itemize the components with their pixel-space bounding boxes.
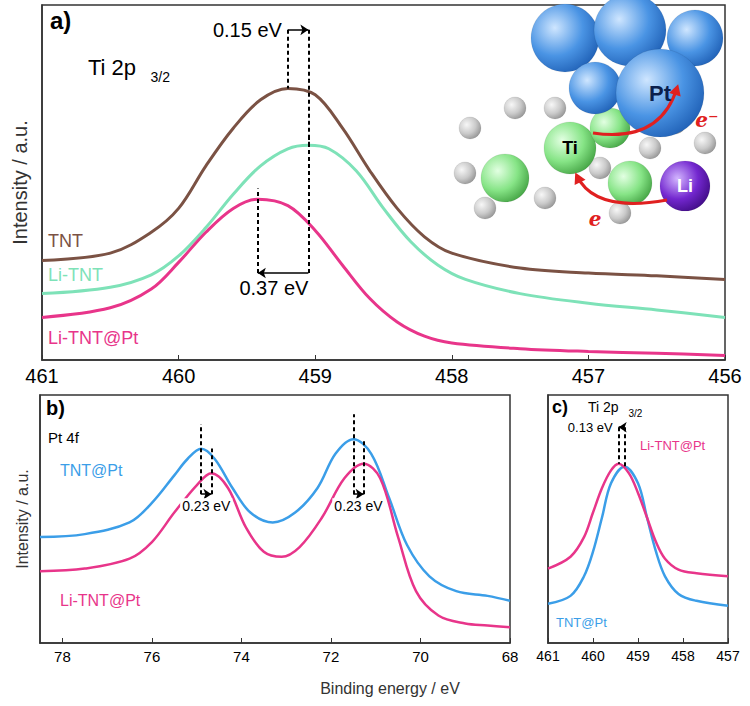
svg-text:Li-TNT@Pt: Li-TNT@Pt (60, 592, 141, 609)
svg-text:Intensity / a.u.: Intensity / a.u. (9, 120, 31, 245)
svg-text:0.37 eV: 0.37 eV (239, 277, 309, 299)
svg-text:3/2: 3/2 (629, 408, 643, 419)
svg-text:458: 458 (435, 365, 468, 387)
svg-text:456: 456 (708, 365, 741, 387)
svg-text:70: 70 (412, 648, 429, 665)
svg-text:68: 68 (502, 648, 519, 665)
svg-text:Intensity / a.u.: Intensity / a.u. (14, 469, 31, 569)
svg-text:459: 459 (299, 365, 332, 387)
svg-text:Ti 2p: Ti 2p (588, 399, 619, 415)
svg-text:74: 74 (233, 648, 250, 665)
svg-text:0.13 eV: 0.13 eV (568, 420, 613, 435)
svg-text:e: e (589, 207, 602, 231)
svg-text:a): a) (50, 7, 71, 34)
svg-text:3/2: 3/2 (151, 69, 171, 85)
svg-text:457: 457 (716, 648, 740, 664)
svg-text:TNT@Pt: TNT@Pt (556, 615, 607, 630)
svg-text:c): c) (552, 397, 568, 417)
svg-text:Li-TNT@Pt: Li-TNT@Pt (640, 438, 706, 453)
svg-text:459: 459 (626, 648, 650, 664)
svg-text:0.15 eV: 0.15 eV (213, 19, 283, 41)
svg-text:TNT: TNT (48, 231, 83, 251)
svg-text:461: 461 (25, 365, 58, 387)
svg-text:0.23 eV: 0.23 eV (182, 498, 231, 514)
svg-text:TNT@Pt: TNT@Pt (60, 462, 123, 479)
svg-text:460: 460 (162, 365, 195, 387)
svg-text:Pt 4f: Pt 4f (48, 429, 80, 446)
svg-text:Li-TNT@Pt: Li-TNT@Pt (48, 328, 138, 348)
svg-text:460: 460 (581, 648, 605, 664)
svg-text:b): b) (46, 397, 65, 419)
svg-text:Li: Li (677, 176, 693, 196)
svg-text:72: 72 (323, 648, 340, 665)
svg-text:Ti: Ti (562, 138, 578, 158)
svg-text:78: 78 (54, 648, 71, 665)
svg-text:76: 76 (144, 648, 161, 665)
svg-text:Pt: Pt (649, 81, 672, 106)
svg-text:Ti 2p: Ti 2p (88, 55, 136, 80)
svg-text:457: 457 (572, 365, 605, 387)
svg-text:0.23 eV: 0.23 eV (334, 498, 383, 514)
svg-text:458: 458 (671, 648, 695, 664)
svg-text:Binding energy / eV: Binding energy / eV (320, 680, 460, 697)
svg-text:461: 461 (536, 648, 560, 664)
svg-text:Li-TNT: Li-TNT (48, 265, 103, 285)
svg-text:e⁻: e⁻ (695, 108, 718, 132)
